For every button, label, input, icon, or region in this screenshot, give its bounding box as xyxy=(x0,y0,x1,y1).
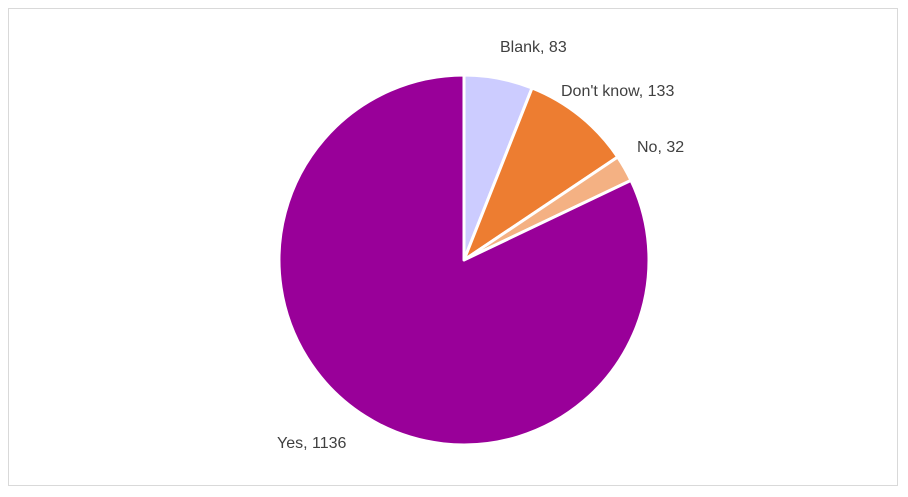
slice-label-dont-know: Don't know, 133 xyxy=(561,83,674,100)
pie-slices xyxy=(277,73,651,447)
pie-slice-yes xyxy=(277,73,651,447)
slice-label-yes: Yes, 1136 xyxy=(277,435,347,452)
slice-label-no: No, 32 xyxy=(637,139,684,156)
pie-slice-don-t-know xyxy=(462,86,620,262)
pie-labels: Blank, 83 Don't know, 133 No, 32 Yes, 11… xyxy=(277,39,684,452)
slice-label-blank: Blank, 83 xyxy=(500,39,567,56)
